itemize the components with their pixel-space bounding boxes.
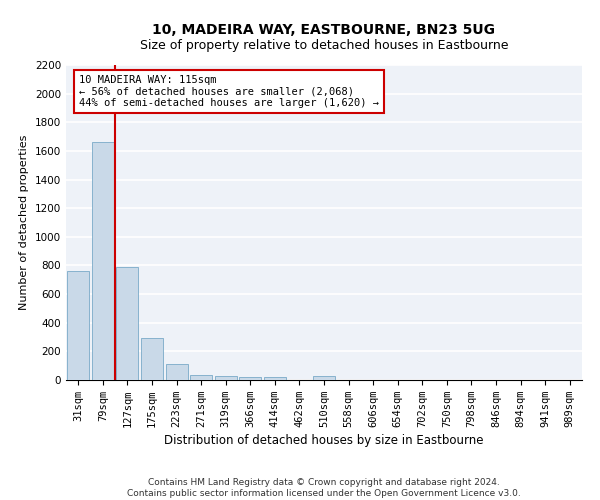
Bar <box>67 271 89 380</box>
Y-axis label: Number of detached properties: Number of detached properties <box>19 135 29 310</box>
Text: Size of property relative to detached houses in Eastbourne: Size of property relative to detached ho… <box>140 39 508 52</box>
Bar <box>264 377 286 380</box>
Bar <box>313 376 335 380</box>
Bar <box>116 267 139 380</box>
Bar <box>190 374 212 380</box>
Bar <box>215 376 237 380</box>
X-axis label: Distribution of detached houses by size in Eastbourne: Distribution of detached houses by size … <box>164 434 484 447</box>
Text: Contains HM Land Registry data © Crown copyright and database right 2024.
Contai: Contains HM Land Registry data © Crown c… <box>127 478 521 498</box>
Bar <box>166 364 188 380</box>
Text: 10 MADEIRA WAY: 115sqm
← 56% of detached houses are smaller (2,068)
44% of semi-: 10 MADEIRA WAY: 115sqm ← 56% of detached… <box>79 75 379 108</box>
Bar <box>141 338 163 380</box>
Bar <box>239 377 262 380</box>
Bar <box>92 142 114 380</box>
Text: 10, MADEIRA WAY, EASTBOURNE, BN23 5UG: 10, MADEIRA WAY, EASTBOURNE, BN23 5UG <box>152 22 496 36</box>
